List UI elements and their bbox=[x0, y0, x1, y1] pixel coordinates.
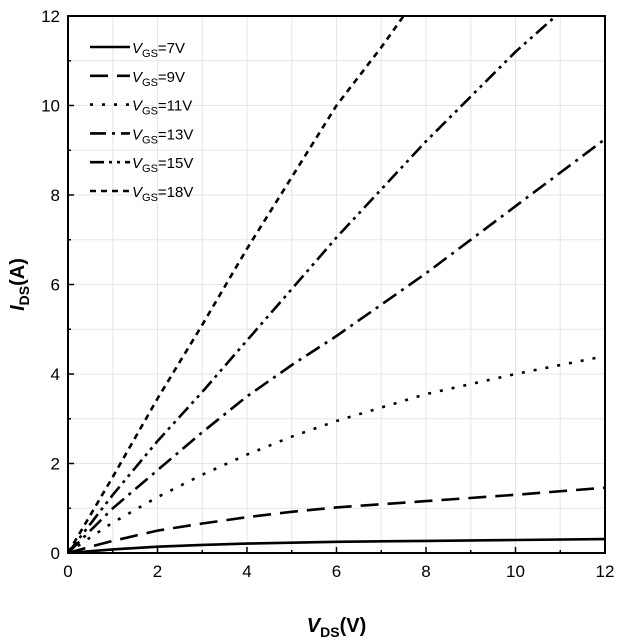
y-tick-label: 6 bbox=[51, 276, 60, 295]
legend-label: VGS=18V bbox=[132, 184, 193, 204]
legend-label-suffix: =7V bbox=[158, 40, 185, 57]
y-axis-label: IDS(A) bbox=[7, 258, 32, 311]
legend-label-suffix: =18V bbox=[158, 184, 193, 201]
series-lines bbox=[68, 16, 605, 553]
legend-label: VGS=15V bbox=[132, 155, 193, 175]
legend-label-suffix: =15V bbox=[158, 155, 193, 172]
legend-label: VGS=9V bbox=[132, 69, 185, 89]
y-tick-label: 4 bbox=[51, 365, 60, 384]
series-line-vgs-15v bbox=[68, 16, 557, 553]
x-tick-label: 12 bbox=[596, 562, 615, 581]
y-axis-label-suffix: (A) bbox=[7, 258, 29, 286]
y-axis-label-main: I bbox=[7, 305, 29, 311]
legend-label-main: V bbox=[132, 98, 144, 115]
legend-label-suffix: =13V bbox=[158, 126, 193, 143]
x-axis-label: VDS(V) bbox=[307, 615, 366, 640]
y-tick-label: 2 bbox=[51, 455, 60, 474]
legend-label-sub: GS bbox=[142, 163, 158, 175]
x-tick-label: 10 bbox=[506, 562, 525, 581]
x-tick-label: 8 bbox=[421, 562, 430, 581]
legend-label-suffix: =11V bbox=[158, 98, 192, 115]
x-axis-label-main: V bbox=[307, 615, 322, 637]
series-line-vgs-7v bbox=[68, 537, 605, 553]
legend-label-sub: GS bbox=[142, 77, 158, 89]
series-line-vgs-18v bbox=[68, 16, 405, 553]
legend-label-sub: GS bbox=[142, 134, 158, 146]
x-axis-label-sub: DS bbox=[320, 624, 339, 640]
legend-label-main: V bbox=[132, 184, 144, 201]
legend-label-suffix: =9V bbox=[158, 69, 185, 86]
x-tick-label: 4 bbox=[242, 562, 251, 581]
grid bbox=[68, 16, 605, 553]
axis-ticks: 0 2 4 6 8 10 12 0 2 4 6 8 10 12 bbox=[41, 7, 614, 581]
y-axis-label-sub: DS bbox=[16, 286, 32, 305]
series-line-vgs-11v bbox=[68, 354, 605, 553]
legend-label: VGS=13V bbox=[132, 126, 193, 146]
legend-label-sub: GS bbox=[142, 48, 158, 60]
x-axis-label-suffix: (V) bbox=[340, 615, 367, 637]
y-tick-label: 0 bbox=[51, 544, 60, 563]
legend-label-main: V bbox=[132, 40, 144, 57]
y-tick-label: 8 bbox=[51, 186, 60, 205]
legend-label: VGS=11V bbox=[132, 98, 192, 118]
series-line-vgs-9v bbox=[68, 486, 605, 553]
x-tick-label: 6 bbox=[332, 562, 341, 581]
legend-label-sub: GS bbox=[142, 192, 158, 204]
legend-label: VGS=7V bbox=[132, 40, 185, 60]
legend-label-main: V bbox=[132, 69, 144, 86]
x-tick-label: 0 bbox=[63, 562, 72, 581]
legend-label-main: V bbox=[132, 126, 144, 143]
x-tick-label: 2 bbox=[153, 562, 162, 581]
y-tick-label: 12 bbox=[41, 7, 60, 26]
legend-label-sub: GS bbox=[142, 106, 158, 118]
y-tick-label: 10 bbox=[41, 97, 60, 116]
legend-label-main: V bbox=[132, 155, 144, 172]
